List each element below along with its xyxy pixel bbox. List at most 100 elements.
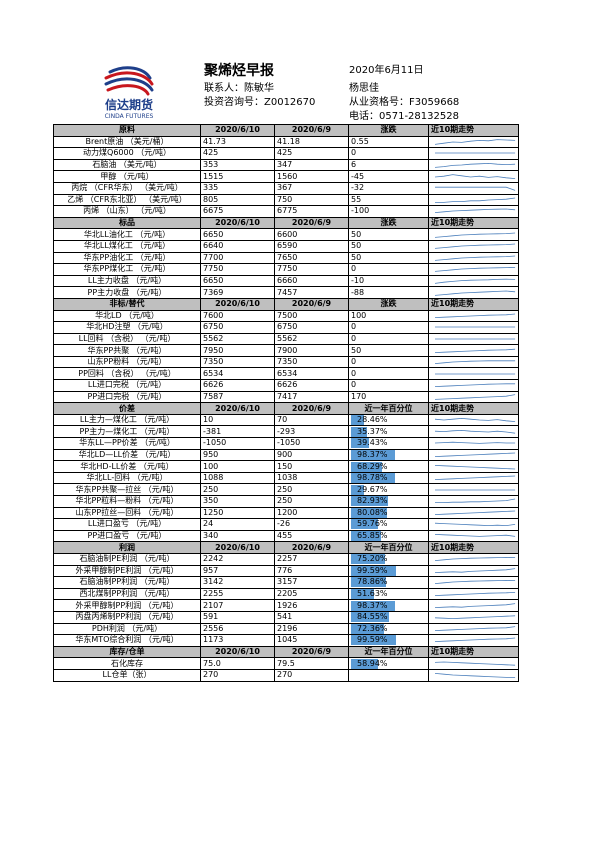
percentile-bar-wrap: 65.85% — [351, 531, 426, 541]
section-header-stock: 库存/仓单 2020/6/10 2020/6/9 近一年百分位 近10期走势 — [53, 645, 519, 659]
percentile-bar — [351, 589, 375, 599]
trend-sparkline — [434, 452, 516, 457]
row-label: 华东MTO综合利润 （元/吨） — [53, 634, 201, 647]
value-current: 6675 — [200, 205, 275, 218]
percentile-bar-wrap: 82.93% — [351, 496, 426, 507]
value-previous: 2257 — [274, 552, 349, 566]
trend-line — [434, 452, 516, 457]
trend-sparkline — [434, 568, 516, 573]
trend-cell — [428, 239, 519, 253]
table-row: PP主力收盘 （元/吨） 7369 7457 -88 — [53, 286, 519, 299]
percentile-text: 28.46% — [357, 415, 388, 425]
section-header-cell: 价差 — [53, 402, 201, 415]
trend-sparkline — [434, 557, 516, 562]
table-row: 华北LD （元/吨） 7600 7500 100 — [53, 309, 519, 323]
trend-cell — [428, 181, 519, 195]
value-previous: 250 — [274, 483, 349, 496]
value-previous: 425 — [274, 147, 349, 160]
percentile-text: 72.36% — [357, 623, 388, 633]
row-label: 石化库存 — [53, 657, 201, 670]
percentile-bar — [351, 623, 384, 634]
table-row: 华北LL煤化工 （元/吨） 6640 6590 50 — [53, 239, 519, 253]
row-label: 华东PP共聚—拉丝 （元/吨） — [53, 483, 201, 496]
row-label: 华东PP油化工 （元/吨） — [53, 251, 201, 265]
row-label: 丙盘丙烯制PP利润 （元/吨） — [53, 610, 201, 624]
table-row: 石化库存 75.0 79.5 58.94% — [53, 657, 519, 670]
row-label: PP进口盈亏 （元/吨） — [53, 529, 201, 543]
value-previous: 7750 — [274, 263, 349, 276]
value-previous: 541 — [274, 610, 349, 624]
percentile-bar-wrap: 75.20% — [351, 554, 426, 565]
row-label: 石脑油制PE利润 （元/吨） — [53, 552, 201, 566]
trend-sparkline — [434, 534, 516, 537]
trend-line — [434, 173, 516, 179]
table-row: 山东PP粉料 （元/吨） 7350 7350 0 — [53, 355, 519, 369]
trend-cell — [428, 251, 519, 265]
percentile-bar-wrap — [351, 670, 426, 680]
row-label: 华北LL油化工 （元/吨） — [53, 228, 201, 241]
value-previous: 1200 — [274, 506, 349, 520]
value-previous: 3157 — [274, 576, 349, 589]
value-current: 41.73 — [200, 135, 275, 149]
percentile-bar — [351, 658, 378, 669]
percentile-bar — [351, 473, 396, 483]
percentile-bar — [351, 496, 389, 507]
change-value: -45 — [348, 170, 429, 183]
percentile-bar-wrap: 80.08% — [351, 508, 426, 518]
trend-line — [434, 360, 516, 365]
change-value: -32 — [348, 181, 429, 195]
trend-sparkline — [434, 348, 516, 353]
trend-cell — [428, 495, 519, 508]
trend-sparkline — [434, 290, 516, 296]
value-previous: 6660 — [274, 274, 349, 288]
trend-sparkline — [434, 592, 516, 597]
value-previous: 900 — [274, 448, 349, 462]
trend-cell — [428, 309, 519, 323]
logo-sub-text: CINDA FUTURES — [105, 113, 154, 120]
table-row: 华北PP粒料—粉料 （元/吨） 350 250 82.93% — [53, 495, 519, 508]
value-current: 3142 — [200, 576, 275, 589]
contact-person: 联系人：陈敏华 — [204, 83, 274, 94]
value-previous: 455 — [274, 529, 349, 543]
percentile-bar-wrap: 99.59% — [351, 566, 426, 576]
trend-cell — [428, 634, 519, 647]
value-previous: 1045 — [274, 634, 349, 647]
value-previous: 347 — [274, 158, 349, 172]
value-previous: 6626 — [274, 379, 349, 392]
percentile-bar — [351, 519, 378, 530]
value-current: 7700 — [200, 251, 275, 265]
change-value: -88 — [348, 286, 429, 299]
value-previous: 1038 — [274, 471, 349, 485]
trend-sparkline — [434, 475, 516, 481]
table-row: 外采甲醇制PP利润 （元/吨） 2107 1926 98.37% — [53, 599, 519, 612]
row-label: 华北LD （元/吨） — [53, 309, 201, 323]
trend-line — [434, 580, 516, 585]
value-current: 6534 — [200, 367, 275, 381]
row-label: LL进口完税 （元/吨） — [53, 379, 201, 392]
value-current: 100 — [200, 460, 275, 473]
trend-line — [434, 313, 516, 318]
value-previous: 41.18 — [274, 135, 349, 149]
trend-sparkline — [435, 326, 516, 328]
trend-line — [434, 626, 516, 631]
row-label: LL主力—煤化工 （元/吨） — [53, 413, 201, 427]
qualification-number: 从业资格号：F3059668 — [349, 97, 460, 108]
trend-sparkline — [434, 580, 516, 585]
table-row: 华北LD—LL价差 （元/吨） 950 900 98.37% — [53, 448, 519, 462]
trend-line — [434, 209, 516, 214]
trend-cell — [428, 274, 519, 288]
section-header-spot: 标品 2020/6/10 2020/6/9 涨跌 近10期走势 — [53, 216, 519, 230]
percentile-bar — [351, 426, 367, 437]
table-row: 动力煤Q6000 （元/吨） 425 425 0 — [53, 147, 519, 160]
table-row: 外采甲醇制PE利润 （元/吨） 957 776 99.59% — [53, 564, 519, 578]
change-value: 100 — [348, 309, 429, 323]
percentile-text: 84.55% — [357, 612, 388, 622]
percentile-bar-wrap: 39.43% — [351, 438, 426, 449]
table-row: 丙盘丙烯制PP利润 （元/吨） 591 541 84.55% — [53, 610, 519, 624]
trend-sparkline — [434, 209, 516, 214]
trend-sparkline — [434, 383, 516, 388]
section-header-cell: 2020/6/9 — [274, 645, 349, 659]
trend-cell — [428, 668, 519, 682]
trend-line — [435, 498, 516, 504]
